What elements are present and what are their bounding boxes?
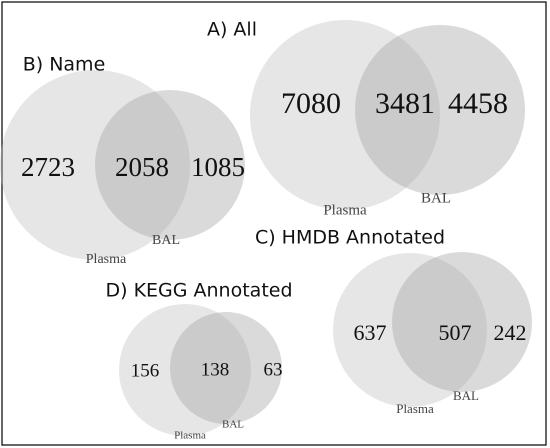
plasma-label: Plasma: [396, 401, 434, 416]
overlap-count: 2058: [115, 152, 169, 182]
bal-label: BAL: [453, 388, 479, 403]
overlap-count: 507: [439, 320, 472, 345]
plasma-label: Plasma: [323, 202, 367, 218]
plasma-label: Plasma: [174, 430, 206, 442]
plasma-circle: [250, 20, 440, 210]
bal-label: BAL: [421, 190, 451, 206]
right-count: 242: [494, 320, 527, 345]
bal-circle: [95, 90, 245, 240]
panel-title: B) Name: [23, 54, 106, 76]
plasma-circle: [0, 70, 190, 260]
bal-circle: [170, 312, 282, 424]
bal-circle: [392, 252, 532, 392]
bal-label: BAL: [152, 233, 180, 248]
bal-circle: [355, 25, 525, 195]
right-count: 1085: [191, 152, 245, 182]
plasma-label: Plasma: [86, 252, 127, 267]
left-count: 2723: [21, 152, 75, 182]
panel-title: C) HMDB Annotated: [255, 227, 445, 249]
plasma-circle: [119, 304, 251, 436]
bal-label: BAL: [222, 419, 244, 431]
right-count: 63: [264, 359, 283, 380]
panel-title: A) All: [207, 19, 257, 41]
overlap-count: 138: [201, 359, 230, 380]
plasma-circle: [333, 253, 487, 407]
left-count: 7080: [281, 87, 341, 120]
panel-title: D) KEGG Annotated: [105, 280, 292, 302]
left-count: 637: [354, 320, 387, 345]
left-count: 156: [131, 360, 160, 381]
overlap-count: 3481: [375, 87, 435, 120]
right-count: 4458: [448, 87, 508, 120]
